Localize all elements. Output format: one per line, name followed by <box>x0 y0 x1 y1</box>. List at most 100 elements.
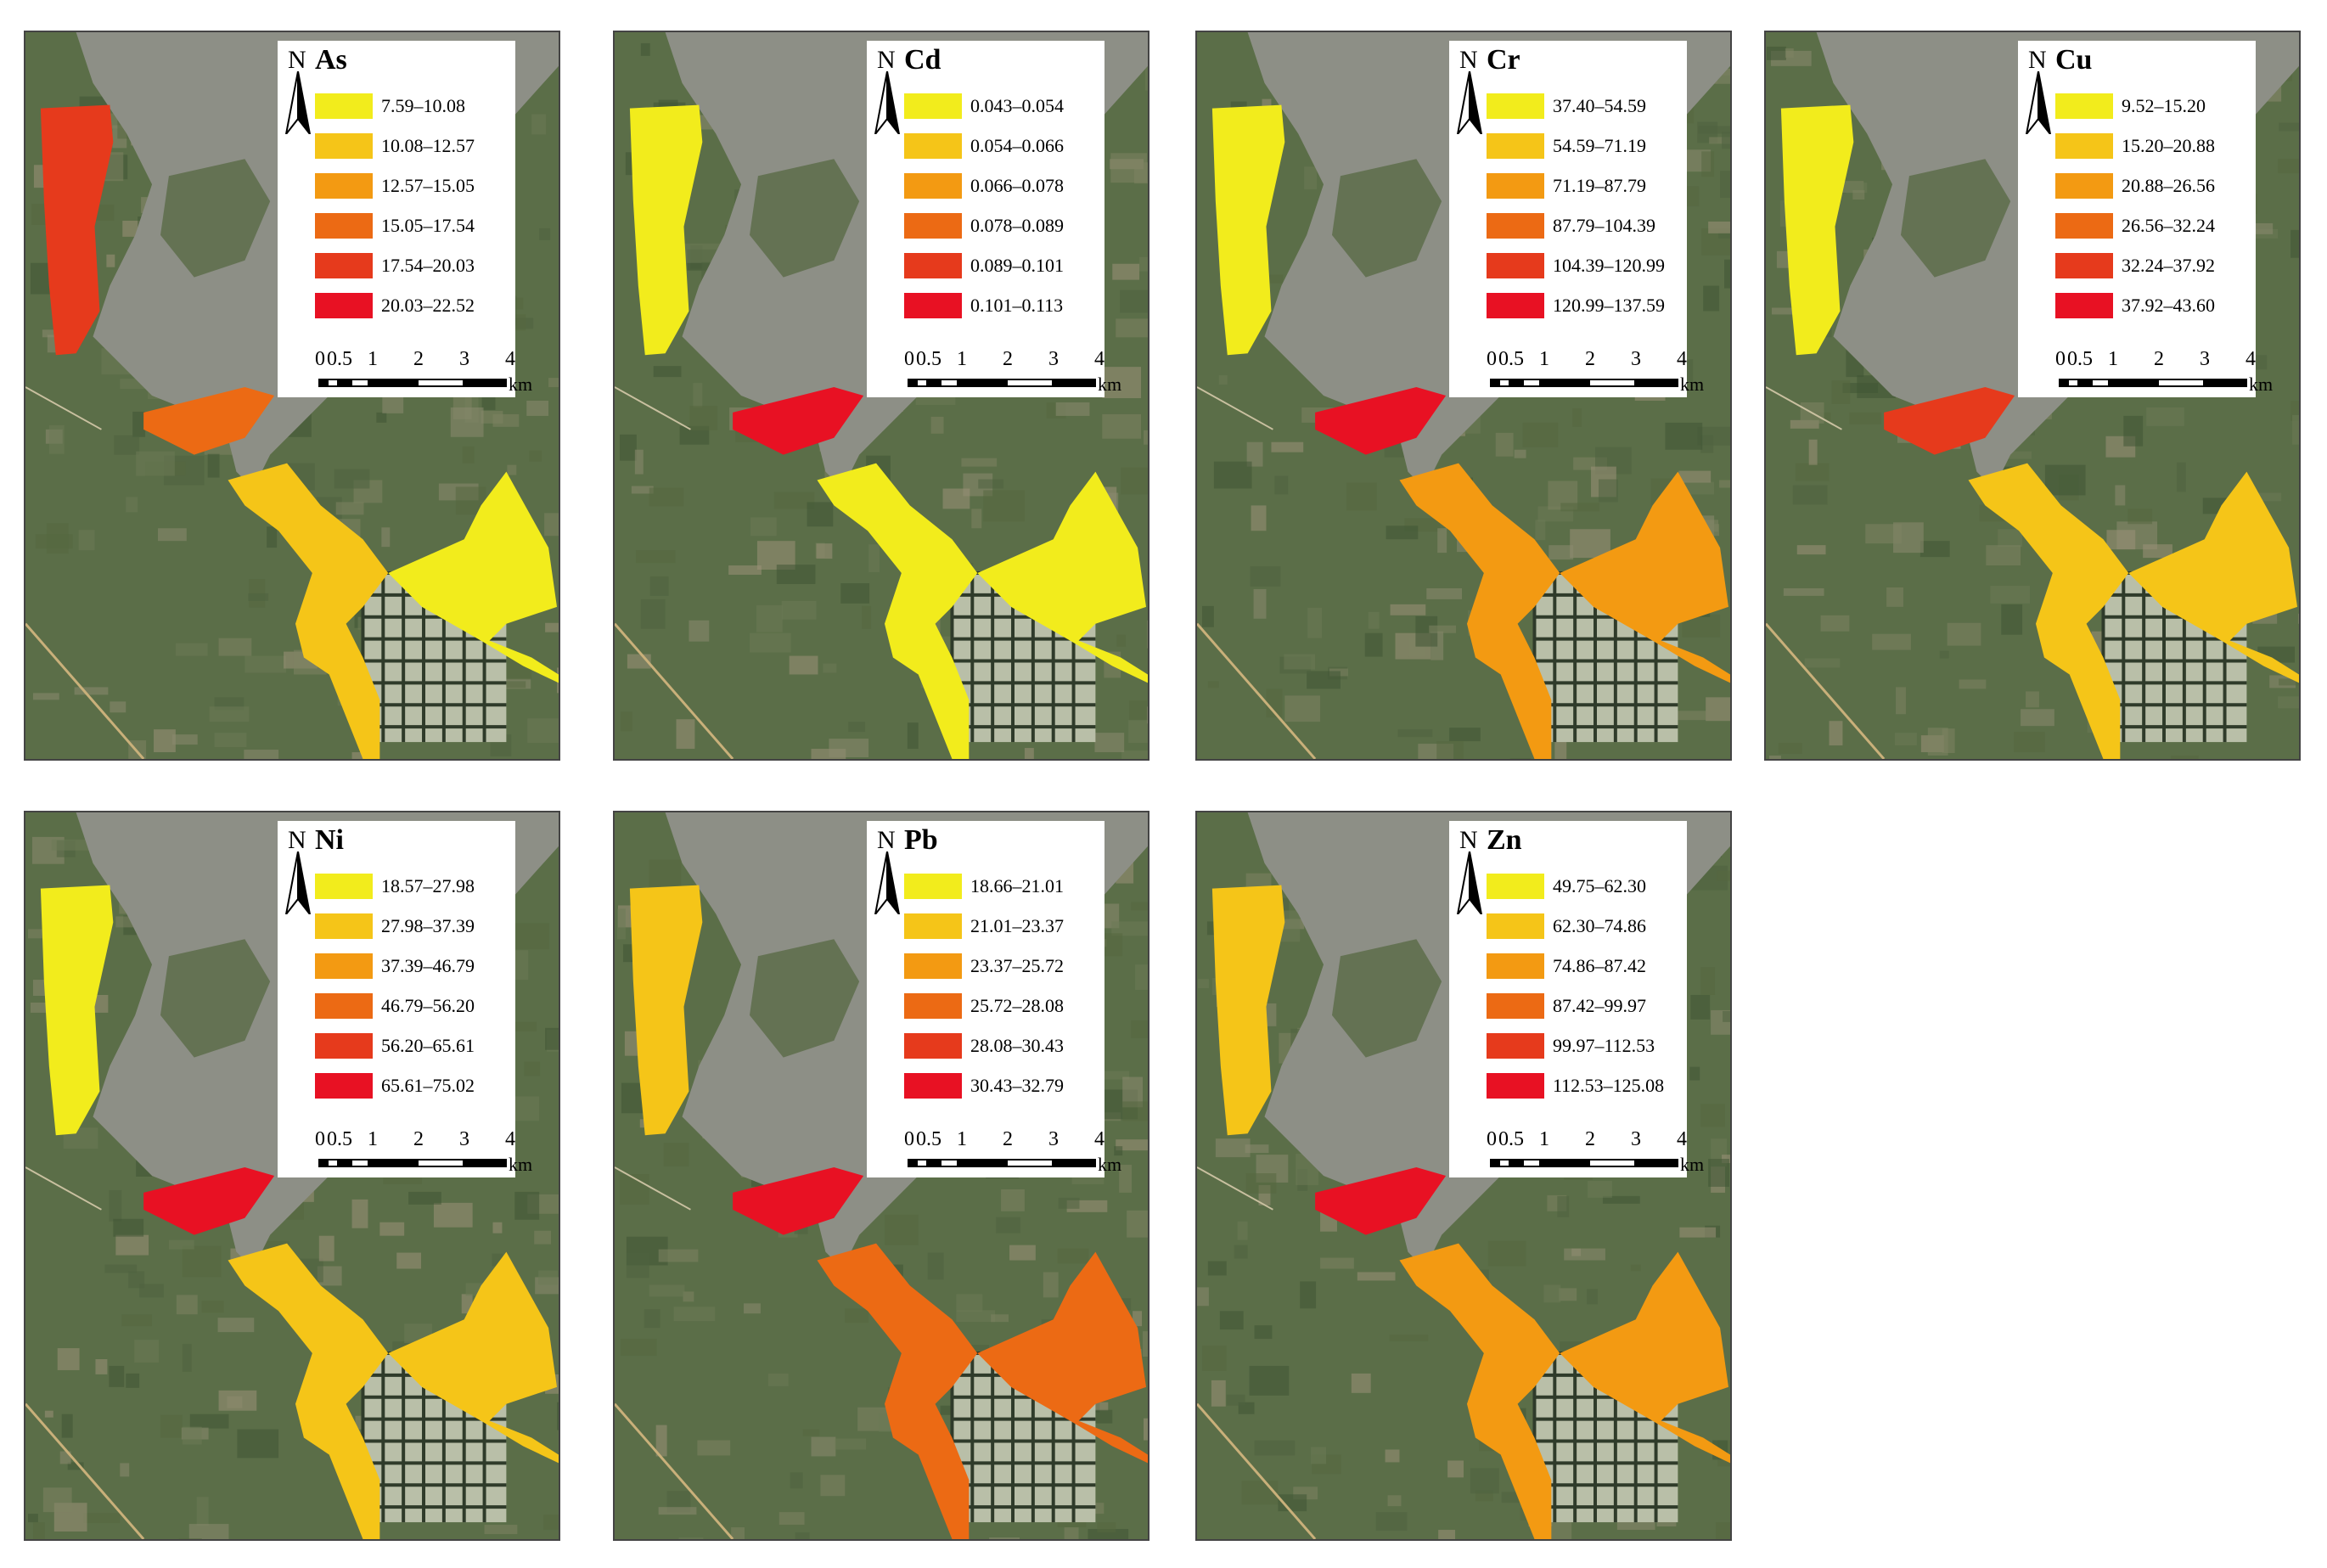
scale-segment <box>417 1159 464 1167</box>
legend-swatch <box>2055 213 2113 239</box>
scale-bar: 0 0.5 1 2 3 4 km <box>315 348 532 396</box>
map-panel-pb: N Pb 18.66–21.01 21.01–23.37 23.37–25.72 25.7… <box>613 811 1149 1541</box>
north-label: N <box>877 826 896 854</box>
legend-swatch <box>315 213 373 239</box>
scale-segment <box>339 1159 351 1167</box>
legend-item: 0.054–0.066 <box>904 133 1103 159</box>
north-arrow: N <box>868 46 906 136</box>
zone-middle <box>1315 387 1447 455</box>
scale-tick-label: 0 <box>1487 1128 1497 1150</box>
legend-item: 30.43–32.79 <box>904 1073 1103 1099</box>
north-label: N <box>877 46 896 74</box>
north-arrow-icon <box>2026 71 2051 134</box>
legend-swatch <box>1487 293 1544 318</box>
scale-segment <box>1541 379 1588 387</box>
legend-item: 37.92–43.60 <box>2055 293 2254 318</box>
zone-west <box>629 104 703 356</box>
legend-range-label: 15.20–20.88 <box>2122 135 2215 156</box>
legend-range-label: 0.089–0.101 <box>970 255 1064 276</box>
interpolation-zones <box>1780 104 2299 759</box>
legend-range-label: 17.54–20.03 <box>381 255 475 276</box>
scale-tick-label: 3 <box>1631 348 1641 370</box>
legend-range-label: 21.01–23.37 <box>970 915 1064 936</box>
map-panel-cu: N Cu 9.52–15.20 15.20–20.88 20.88–26.56 26.56… <box>1764 31 2301 761</box>
zone-middle <box>143 387 275 455</box>
scale-segment <box>464 379 507 387</box>
map-panel-as: N As 7.59–10.08 10.08–12.57 12.57–15.05 15.05… <box>24 31 560 761</box>
north-label: N <box>1459 826 1478 854</box>
legend-item: 23.37–25.72 <box>904 953 1103 979</box>
scale-segment <box>2205 379 2247 387</box>
legend-item: 18.57–27.98 <box>315 874 514 899</box>
legend-range-label: 0.043–0.054 <box>970 95 1064 116</box>
scale-segment <box>1498 1159 1510 1167</box>
scale-tick-label: 1 <box>957 348 967 370</box>
map-panel-cr: N Cr 37.40–54.59 54.59–71.19 71.19–87.79 87.7… <box>1195 31 1732 761</box>
scale-tick-label: 3 <box>1048 348 1059 370</box>
legend-item: 15.20–20.88 <box>2055 133 2254 159</box>
scale-tick-label: 4 <box>505 348 515 370</box>
legend-range-label: 0.101–0.113 <box>970 295 1064 316</box>
scale-bar: 0 0.5 1 2 3 4 km <box>904 1128 1121 1176</box>
scale-segment <box>1006 1159 1054 1167</box>
north-arrow-icon <box>1457 71 1482 134</box>
legend-item: 112.53–125.08 <box>1487 1073 1685 1099</box>
zone-west <box>629 885 703 1136</box>
legend-box: N Cr 37.40–54.59 54.59–71.19 71.19–87.79 87.7… <box>1449 41 1704 397</box>
legend-swatch <box>1487 1033 1544 1059</box>
north-arrow: N <box>2020 46 2057 136</box>
legend-swatch <box>2055 253 2113 278</box>
legend-swatch <box>1487 874 1544 899</box>
legend-range-label: 71.19–87.79 <box>1553 175 1646 196</box>
zone-middle <box>1884 387 2015 455</box>
scale-tick-label: 2 <box>1003 1128 1013 1150</box>
zone-east <box>977 1251 1148 1464</box>
legend-item: 7.59–10.08 <box>315 93 514 119</box>
scale-bar: 0 0.5 1 2 3 4 km <box>904 348 1121 396</box>
legend-swatch <box>2055 173 2113 199</box>
scale-segment <box>916 379 928 387</box>
scale-segment <box>928 379 940 387</box>
scale-tick-label: 4 <box>1094 1128 1104 1150</box>
legend-range-label: 56.20–65.61 <box>381 1035 475 1056</box>
legend-range-label: 104.39–120.99 <box>1553 255 1665 276</box>
legend-range-label: 37.39–46.79 <box>381 955 475 976</box>
legend-range-label: 15.05–17.54 <box>381 215 475 236</box>
zone-middle <box>733 1167 864 1235</box>
legend-swatch <box>315 253 373 278</box>
legend-range-label: 37.40–54.59 <box>1553 95 1646 116</box>
legend-range-label: 46.79–56.20 <box>381 995 475 1016</box>
legend-swatch <box>1487 133 1544 159</box>
scale-segment <box>327 379 339 387</box>
zone-south <box>228 1243 389 1539</box>
legend-swatch <box>904 993 962 1019</box>
legend-item: 20.88–26.56 <box>2055 173 2254 199</box>
zone-south <box>1399 463 1560 759</box>
zone-east <box>1560 1251 1730 1464</box>
legend-range-label: 0.066–0.078 <box>970 175 1064 196</box>
legend-swatch <box>904 953 962 979</box>
legend-swatch <box>315 93 373 119</box>
legend-range-label: 25.72–28.08 <box>970 995 1064 1016</box>
scale-tick-label: 2 <box>1585 1128 1595 1150</box>
legend-swatch <box>904 173 962 199</box>
legend-item: 0.101–0.113 <box>904 293 1103 318</box>
legend-swatch <box>2055 133 2113 159</box>
element-title: Cr <box>1487 44 1520 76</box>
legend-range-label: 87.79–104.39 <box>1553 215 1655 236</box>
legend-range-label: 54.59–71.19 <box>1553 135 1646 156</box>
scale-tick-label: 3 <box>459 348 469 370</box>
zone-south <box>817 463 978 759</box>
scale-tick-label: 0.5 <box>916 348 941 370</box>
legend-range-label: 28.08–30.43 <box>970 1035 1064 1056</box>
scale-segment <box>928 1159 940 1167</box>
interpolation-zones <box>1211 104 1730 759</box>
zone-east <box>388 1251 559 1464</box>
scale-bar: 0 0.5 1 2 3 4 km <box>1487 1128 1704 1176</box>
legend-item: 71.19–87.79 <box>1487 173 1685 199</box>
legend-range-label: 37.92–43.60 <box>2122 295 2215 316</box>
legend-item: 27.98–37.39 <box>315 913 514 939</box>
legend-range-label: 7.59–10.08 <box>381 95 465 116</box>
north-arrow-icon <box>285 851 311 914</box>
north-arrow-icon <box>874 71 900 134</box>
